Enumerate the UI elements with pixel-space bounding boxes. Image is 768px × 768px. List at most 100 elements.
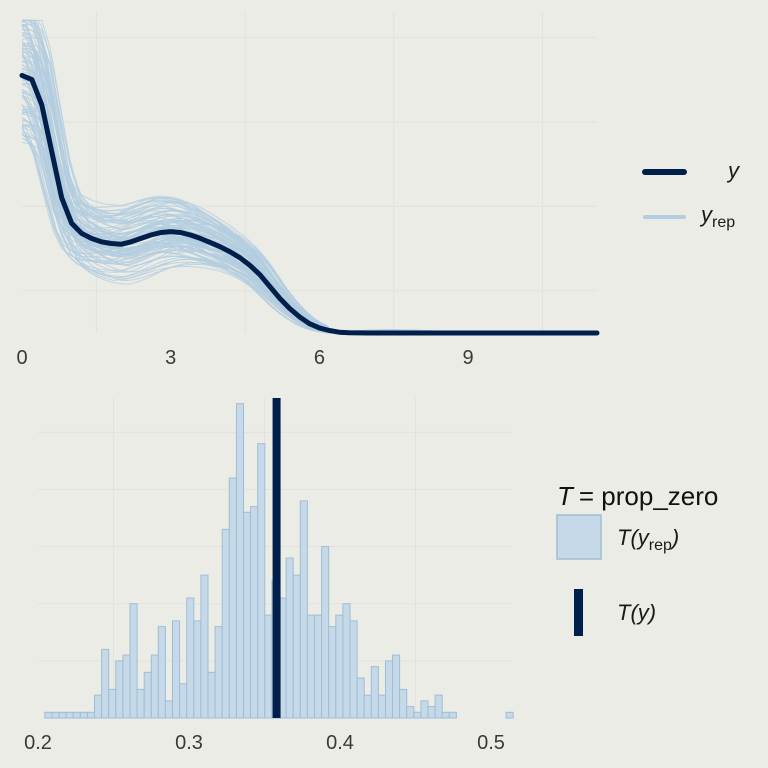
yrep-line-26 xyxy=(21,23,597,334)
density-x-tick-0: 0 xyxy=(16,347,27,369)
legend-trep-sub: rep xyxy=(649,537,672,554)
hist-bar-0 xyxy=(44,711,53,719)
yrep-line-31 xyxy=(21,110,597,334)
yrep-line-16 xyxy=(22,19,597,334)
y-line xyxy=(19,72,600,336)
hist-bar-15 xyxy=(150,654,159,719)
density-x-tick-2: 6 xyxy=(314,347,325,369)
hist-bar-23 xyxy=(207,671,216,719)
hist-bar-11 xyxy=(122,654,131,719)
hist-bar-45 xyxy=(363,694,372,719)
hist-bar-38 xyxy=(314,614,323,719)
yrep-line-1 xyxy=(21,95,597,334)
hist-bar-56 xyxy=(441,711,450,719)
yrep-line-19 xyxy=(21,25,597,334)
yrep-line-50 xyxy=(22,19,597,334)
hist-x-tick-2: 0.4 xyxy=(326,732,354,754)
hist-bar-48 xyxy=(385,660,394,719)
yrep-line-99 xyxy=(21,137,597,334)
hist-bar-5 xyxy=(79,711,88,719)
hist-x-tick-0: 0.2 xyxy=(24,732,52,754)
legend-y-label: y xyxy=(726,158,741,183)
histogram-legend-title: T = prop_zero xyxy=(557,481,718,511)
histogram-legend: T = prop_zero T(yrep) T(y) xyxy=(556,481,718,636)
yrep-line-53 xyxy=(21,64,597,334)
hist-bar-46 xyxy=(370,666,379,719)
hist-bar-6 xyxy=(86,711,96,719)
yrep-line-80 xyxy=(21,42,597,334)
yrep-line-29 xyxy=(21,23,597,334)
yrep-line-43 xyxy=(21,60,597,334)
hist-bar-44 xyxy=(356,677,365,719)
yrep-line-42 xyxy=(21,124,597,334)
yrep-line-83 xyxy=(21,95,597,334)
hist-bar-51 xyxy=(406,706,415,719)
density-x-ticks: 0 3 6 9 xyxy=(16,347,473,369)
yrep-line-63 xyxy=(21,45,597,334)
hist-x-tick-3: 0.5 xyxy=(477,732,505,754)
yrep-line-52 xyxy=(21,120,597,334)
hist-bar-31 xyxy=(264,614,273,719)
hist-bar-52 xyxy=(413,711,422,719)
yrep-line-96 xyxy=(21,31,597,334)
density-x-tick-3: 9 xyxy=(463,347,474,369)
density-x-tick-1: 3 xyxy=(165,347,176,369)
yrep-line-72 xyxy=(21,40,597,334)
hist-bar-8 xyxy=(101,648,110,719)
yrep-line-94 xyxy=(21,21,597,334)
hist-bar-10 xyxy=(115,660,124,719)
yrep-line-22 xyxy=(21,89,597,334)
hist-bar-28 xyxy=(243,511,252,719)
yrep-line-21 xyxy=(21,36,597,334)
yrep-line-81 xyxy=(21,72,597,334)
yrep-line-74 xyxy=(21,95,597,334)
yrep-line-82 xyxy=(21,23,597,334)
hist-bar-35 xyxy=(292,574,301,719)
yrep-line-70 xyxy=(21,47,597,334)
density-gridlines xyxy=(22,12,597,333)
yrep-line-28 xyxy=(21,63,597,334)
hist-bar-26 xyxy=(228,477,237,719)
hist-bar-7 xyxy=(94,694,103,719)
yrep-line-48 xyxy=(21,35,597,334)
observed-T-line xyxy=(272,398,281,718)
legend-yrep-sub: rep xyxy=(712,214,735,231)
hist-bar-47 xyxy=(377,694,386,719)
hist-bar-43 xyxy=(349,620,358,719)
yrep-line-2 xyxy=(21,19,597,334)
legend-yrep-label: yrep xyxy=(699,202,735,231)
hist-bar-18 xyxy=(172,620,181,719)
yrep-line-39 xyxy=(21,67,597,334)
yrep-line-49 xyxy=(22,19,597,334)
yrep-line-4 xyxy=(21,33,597,334)
yrep-line-93 xyxy=(22,33,597,334)
legend-trep-close: ) xyxy=(669,525,679,550)
yrep-line-41 xyxy=(21,110,597,334)
hist-bar-53 xyxy=(420,700,429,719)
yrep-line-95 xyxy=(22,19,597,334)
hist-bar-16 xyxy=(157,626,166,719)
yrep-line-59 xyxy=(21,55,597,334)
legend-title-rest: = prop_zero xyxy=(579,481,718,511)
yrep-line-91 xyxy=(21,61,597,334)
yrep-line-90 xyxy=(22,19,597,334)
legend-trep-swatch xyxy=(556,514,602,560)
hist-bar-13 xyxy=(136,688,145,719)
hist-bar-41 xyxy=(335,614,344,719)
hist-bar-40 xyxy=(328,626,337,719)
yrep-line-73 xyxy=(21,21,597,334)
yrep-line-89 xyxy=(21,44,597,334)
stat-histogram-panel: 0.2 0.3 0.4 0.5 xyxy=(24,398,514,754)
yrep-line-87 xyxy=(21,113,597,334)
legend-yrep-base: y xyxy=(699,202,714,227)
hist-bar-36 xyxy=(299,500,308,719)
density-overlay-panel: 0 3 6 9 xyxy=(16,12,600,369)
hist-bar-27 xyxy=(235,403,244,719)
yrep-line-11 xyxy=(21,28,597,334)
hist-bar-30 xyxy=(257,443,266,719)
hist-bar-25 xyxy=(221,528,230,719)
hist-bar-4 xyxy=(72,711,81,719)
hist-bar-14 xyxy=(143,671,152,719)
yrep-line-77 xyxy=(21,24,597,334)
